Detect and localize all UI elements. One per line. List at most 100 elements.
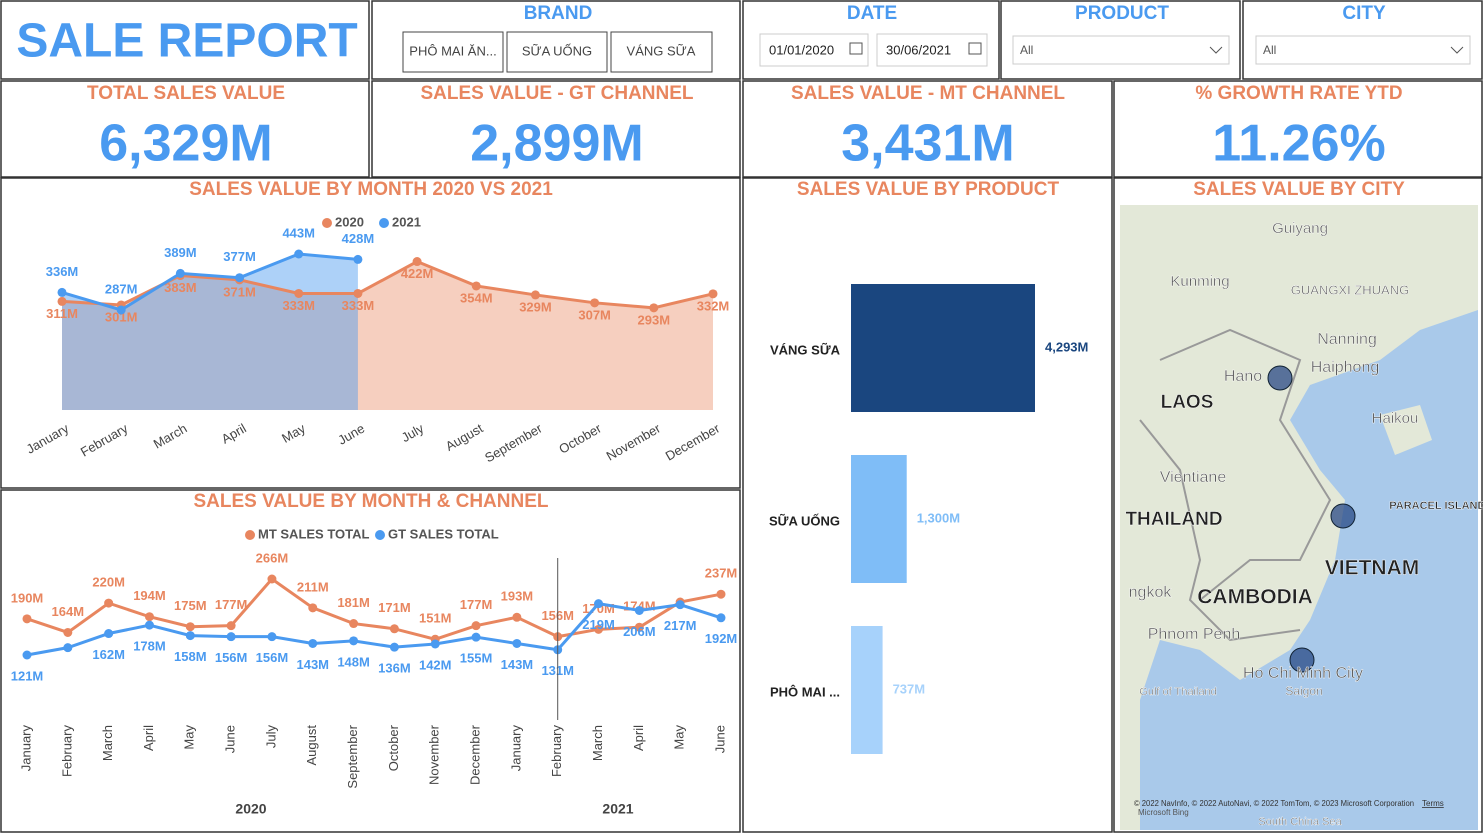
map-label: PARACEL ISLANDS [1389,500,1483,512]
point [430,639,440,649]
data-label: 1,300M [917,510,960,525]
map-bubble[interactable] [1289,647,1315,673]
x-tick-label: June [712,725,727,753]
map-label: Phnom Penh [1148,626,1241,643]
map[interactable]: Guiyang Kunming GUANGXI ZHUANG Nanning Hano H… [1120,205,1483,830]
dropdown-value[interactable]: All [1263,43,1276,57]
map-label: Saigon [1285,684,1322,698]
data-label: 175M [174,598,207,613]
point [63,643,73,653]
x-tick-label: November [427,724,442,785]
point [185,622,195,632]
data-label: 148M [337,654,370,669]
kpi-value: 11.26% [1212,115,1386,173]
map-label: ngkok [1129,584,1173,601]
point [308,638,318,648]
point [116,305,126,315]
dropdown-arrow[interactable] [1450,46,1464,54]
dropdown[interactable] [1255,35,1471,65]
kpi-label: % GROWTH RATE YTD [1195,83,1402,104]
brand-button[interactable] [610,31,713,73]
dropdown-arrow[interactable] [1209,46,1223,54]
chart-title: SALES VALUE BY PRODUCT [797,179,1060,200]
line [26,576,722,641]
kpi-value: 6,329M [99,115,272,173]
map-attribution: © 2022 NavInfo, © 2022 AutoNavi, © 2022 … [1134,799,1414,808]
legend-label: 2020 [335,214,364,229]
data-label: 333M [282,298,315,313]
point [104,598,114,608]
data-label: 142M [419,657,452,672]
data-label: 333M [342,298,375,313]
point [353,254,363,264]
point [512,612,522,622]
dropdown-value[interactable]: All [1020,43,1033,57]
legend-label: MT SALES TOTAL [258,526,370,541]
data-label: 311M [46,306,78,321]
point [471,632,481,642]
legend-marker [322,218,332,228]
data-label: 156M [215,650,248,665]
point [104,629,114,639]
x-tick-label: April [631,725,646,751]
data-label: 194M [133,588,166,603]
point [267,632,277,642]
data-label: 389M [164,245,197,260]
date-input[interactable] [759,33,869,67]
data-label: 156M [256,650,289,665]
brand-button[interactable] [506,31,608,73]
x-tick-label: February [549,725,564,778]
data-label: 162M [92,647,125,662]
point [57,296,67,306]
point [308,603,318,613]
map-label: LAOS [1161,392,1214,413]
data-label: 164M [52,604,85,619]
x-tick-label: January [18,725,33,772]
data-label: 177M [215,597,248,612]
date-from[interactable]: 01/01/2020 [769,42,834,57]
brand-option[interactable]: SỮA UỐNG [522,43,592,58]
title-panel [0,0,370,80]
data-label: 383M [164,280,197,295]
point [353,288,363,298]
data-label: 220M [92,575,125,590]
map-border [1139,419,1301,642]
point [512,638,522,648]
map-bubble[interactable] [1267,365,1293,391]
group-label: 2020 [235,801,266,817]
data-label: 193M [501,589,534,604]
point [226,632,236,642]
data-label: 332M [697,298,730,313]
point [716,613,726,623]
point [349,636,359,646]
bar [851,626,883,754]
x-tick-label: September [345,724,360,788]
point [294,249,304,259]
calendar-icon[interactable] [849,42,863,55]
calendar-icon[interactable] [968,42,982,55]
data-label: 4,293M [1045,339,1088,354]
dropdown[interactable] [1012,35,1230,65]
point [175,268,185,278]
x-tick-label: August [304,725,319,766]
point [389,624,399,634]
data-label: 177M [460,597,493,612]
map-label: GUANGXI ZHUANG [1291,282,1409,297]
data-label: 136M [378,661,411,676]
x-tick-label: May [182,725,197,750]
brand-option[interactable]: VÁNG SỮA [627,43,696,58]
point [185,631,195,641]
data-label: 211M [297,579,329,594]
x-tick-label: May [672,725,687,750]
date-to[interactable]: 30/06/2021 [886,42,951,57]
brand-option[interactable]: PHÔ MAI ĂN... [409,43,496,58]
brand-button[interactable] [402,31,504,73]
point [144,620,154,630]
map-bubble[interactable] [1330,503,1356,529]
map-provider: Microsoft Bing [1138,808,1189,817]
map-label: South China Sea [1258,816,1342,828]
data-label: 354M [460,290,493,305]
line [26,602,722,657]
point [471,621,481,631]
legend-marker [375,530,385,540]
